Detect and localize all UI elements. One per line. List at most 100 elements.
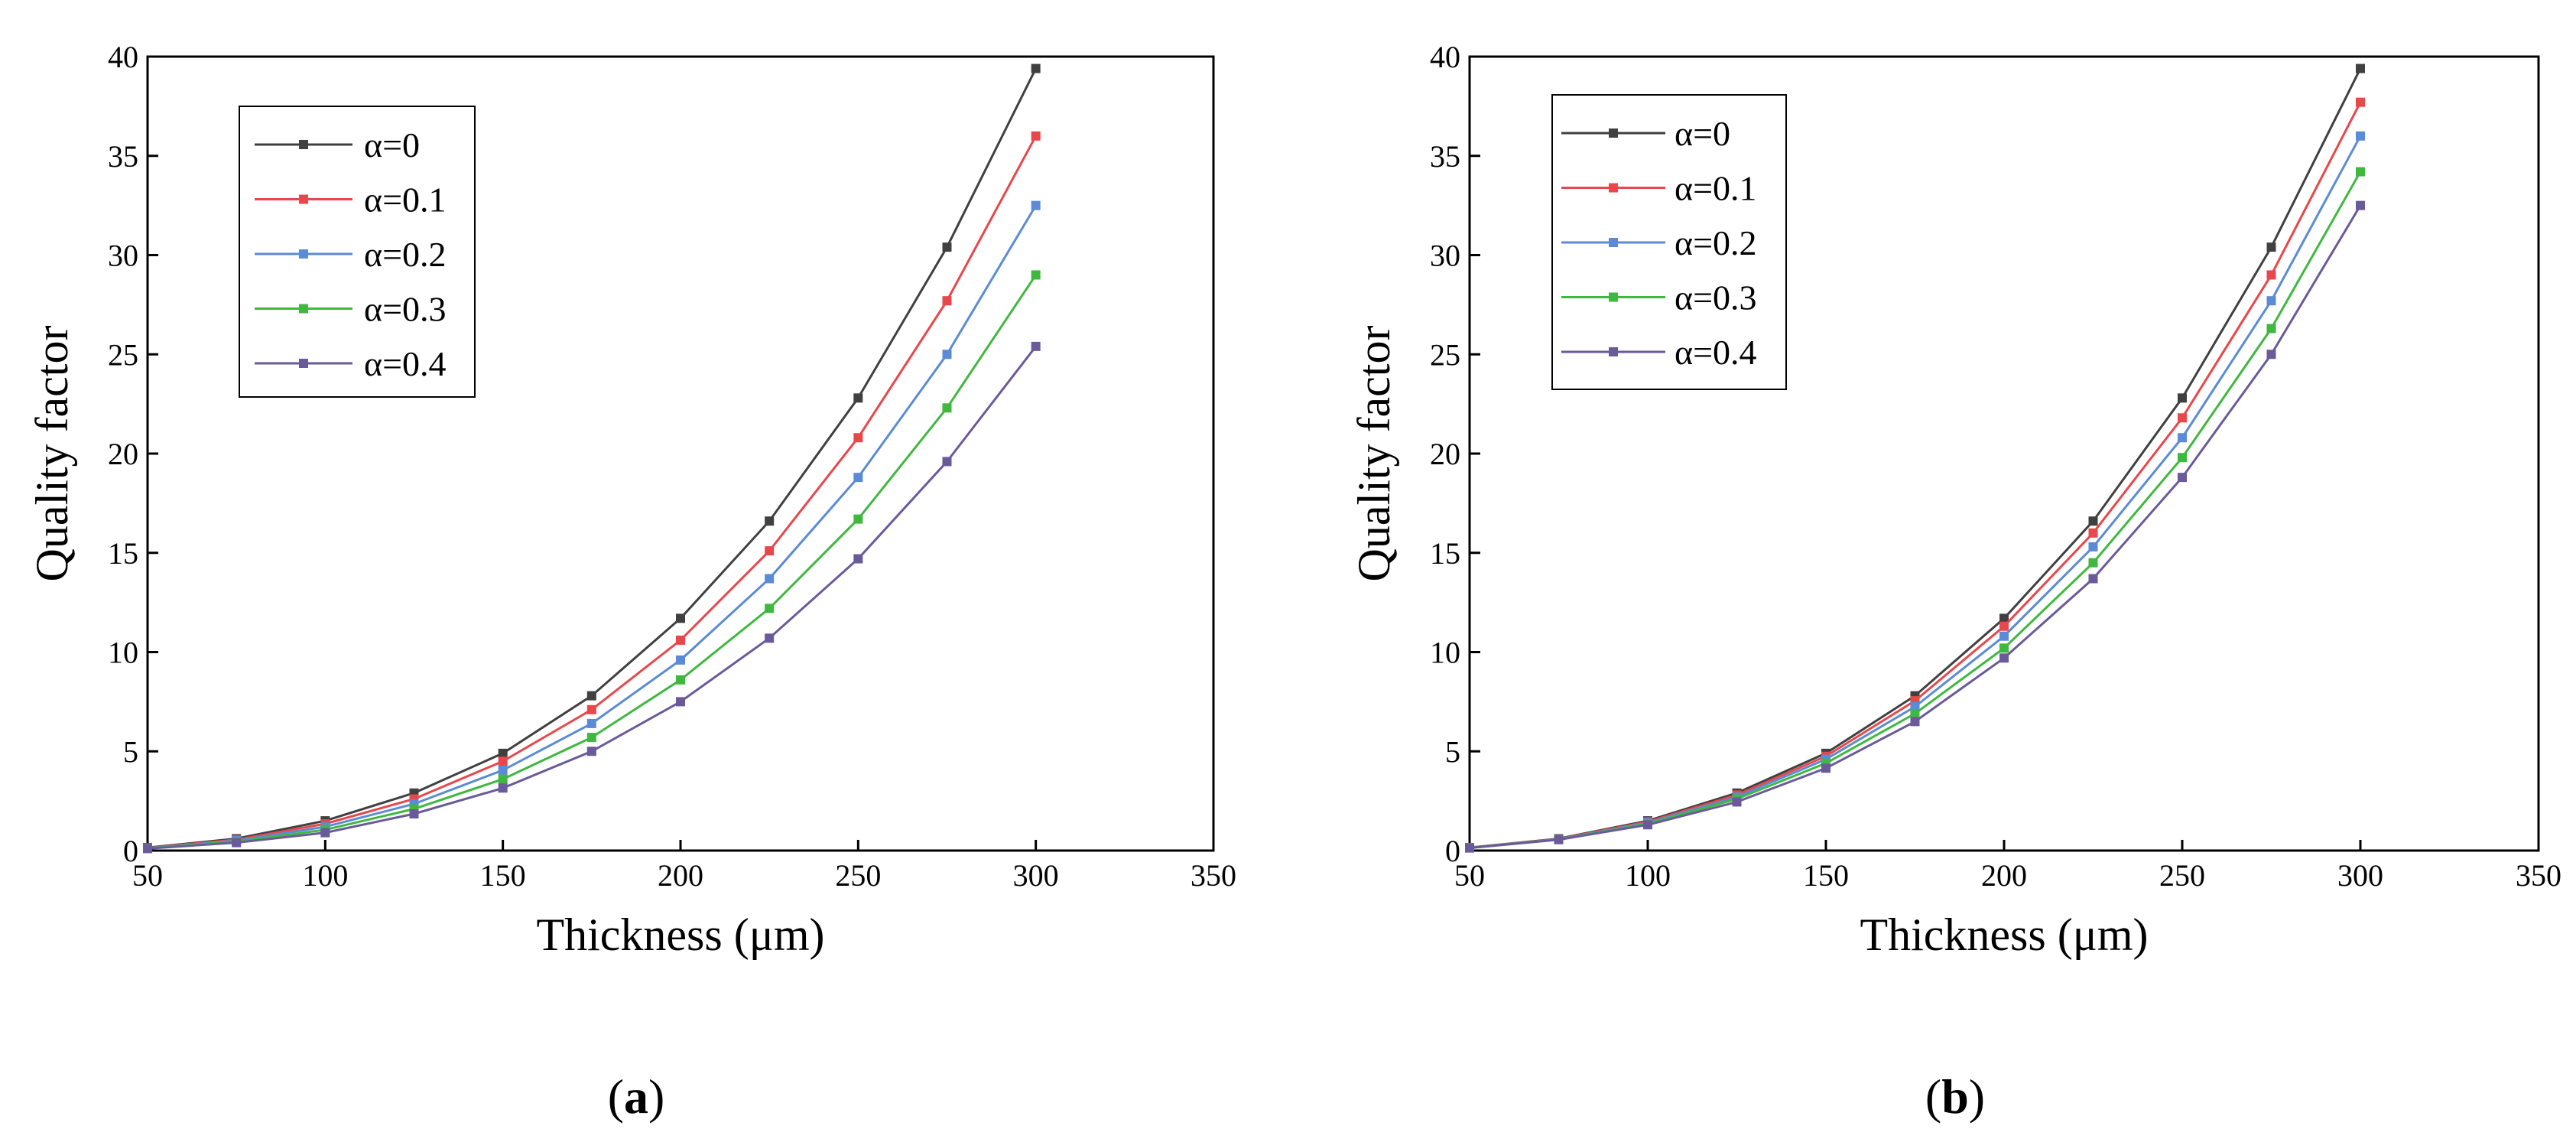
data-point bbox=[765, 574, 775, 584]
data-point bbox=[942, 403, 952, 413]
data-point bbox=[2088, 542, 2098, 551]
y-tick-label: 40 bbox=[108, 40, 138, 74]
data-point bbox=[765, 604, 775, 613]
x-tick-label: 350 bbox=[2516, 858, 2561, 893]
x-tick-label: 200 bbox=[658, 858, 703, 893]
data-point bbox=[2178, 453, 2187, 463]
data-point bbox=[586, 733, 596, 743]
legend-label: α=0.4 bbox=[1675, 333, 1757, 372]
x-tick-label: 300 bbox=[2337, 858, 2383, 893]
legend-label: α=0.4 bbox=[364, 344, 447, 383]
data-point bbox=[143, 844, 152, 854]
legend-swatch-marker bbox=[299, 304, 308, 314]
legend-swatch-marker bbox=[1609, 347, 1618, 356]
data-point bbox=[853, 554, 863, 564]
panel-label-close: ) bbox=[1969, 1069, 1985, 1124]
data-point bbox=[1732, 797, 1742, 807]
y-tick-label: 30 bbox=[1430, 239, 1460, 273]
y-tick-label: 0 bbox=[123, 834, 138, 868]
y-tick-label: 35 bbox=[108, 139, 138, 174]
data-point bbox=[2178, 393, 2187, 403]
x-tick-label: 50 bbox=[132, 858, 163, 893]
series-5 bbox=[143, 341, 1041, 854]
data-point bbox=[232, 838, 242, 848]
legend-box bbox=[239, 106, 476, 398]
data-point bbox=[498, 756, 508, 766]
data-point bbox=[765, 633, 775, 643]
data-point bbox=[2088, 558, 2098, 568]
data-point bbox=[676, 613, 685, 623]
data-point bbox=[2356, 131, 2365, 141]
legend-swatch-marker bbox=[299, 194, 308, 204]
legend: α=0 α=0.1 α=0.2 α=0.3 α=0.4 bbox=[239, 106, 476, 398]
legend-label: α=0 bbox=[1675, 114, 1730, 153]
data-point bbox=[676, 675, 685, 685]
data-point bbox=[1031, 341, 1041, 351]
legend-item: α=0 bbox=[255, 125, 420, 164]
y-tick-label: 5 bbox=[123, 734, 138, 769]
data-point bbox=[765, 546, 775, 556]
data-point bbox=[498, 774, 508, 784]
panel-label-letter: b bbox=[1941, 1069, 1969, 1124]
data-point bbox=[853, 514, 863, 524]
y-tick-label: 0 bbox=[1445, 834, 1460, 868]
series-5 bbox=[1465, 200, 2365, 853]
data-point bbox=[498, 765, 508, 775]
data-point bbox=[2088, 528, 2098, 538]
y-axis-label: Quality factor bbox=[27, 326, 77, 582]
data-point bbox=[942, 457, 952, 467]
y-tick-label: 30 bbox=[108, 239, 138, 273]
data-point bbox=[942, 242, 952, 252]
data-point bbox=[1910, 717, 1920, 727]
data-point bbox=[586, 718, 596, 728]
data-point bbox=[2088, 516, 2098, 526]
y-tick-label: 25 bbox=[1430, 337, 1460, 372]
data-point bbox=[1999, 643, 2009, 653]
data-point bbox=[1031, 270, 1041, 280]
data-point bbox=[2178, 433, 2187, 443]
y-tick-label: 25 bbox=[108, 337, 138, 372]
legend-swatch-marker bbox=[1609, 129, 1618, 138]
legend-label: α=0.2 bbox=[1675, 223, 1757, 262]
x-tick-label: 150 bbox=[1803, 858, 1849, 893]
legend-swatch-marker bbox=[1609, 183, 1618, 193]
y-tick-label: 15 bbox=[1430, 536, 1460, 571]
data-point bbox=[853, 473, 863, 483]
legend-swatch-marker bbox=[299, 249, 308, 259]
data-point bbox=[409, 809, 419, 818]
legend-label: α=0.3 bbox=[364, 290, 447, 329]
data-point bbox=[1910, 708, 1920, 718]
legend-item: α=0.1 bbox=[255, 181, 447, 220]
data-point bbox=[2356, 200, 2365, 210]
data-point bbox=[2178, 413, 2187, 423]
x-axis-label: Thickness (μm) bbox=[1860, 909, 2148, 960]
panel-label-open: ( bbox=[608, 1069, 624, 1124]
data-point bbox=[853, 433, 863, 443]
legend-item: α=0.4 bbox=[255, 344, 447, 383]
data-point bbox=[1999, 631, 2009, 641]
data-point bbox=[765, 516, 775, 526]
legend-swatch-marker bbox=[1609, 292, 1618, 302]
y-tick-label: 20 bbox=[1430, 437, 1460, 471]
data-point bbox=[2356, 97, 2365, 107]
legend-item: α=0.4 bbox=[1561, 333, 1757, 372]
legend-swatch-marker bbox=[299, 140, 308, 149]
data-point bbox=[676, 655, 685, 665]
data-point bbox=[853, 393, 863, 403]
legend-label: α=0.1 bbox=[1675, 169, 1757, 208]
data-point bbox=[2266, 350, 2276, 360]
legend-label: α=0 bbox=[364, 125, 420, 164]
legend-item: α=0 bbox=[1561, 114, 1730, 153]
data-point bbox=[1554, 835, 1564, 844]
legend-item: α=0.2 bbox=[1561, 223, 1757, 262]
data-point bbox=[1465, 843, 1474, 853]
data-point bbox=[498, 748, 508, 758]
x-tick-label: 350 bbox=[1191, 858, 1236, 893]
legend-swatch-marker bbox=[1609, 238, 1618, 247]
data-point bbox=[2356, 63, 2365, 73]
y-axis-label: Quality factor bbox=[1349, 326, 1399, 582]
data-point bbox=[2266, 324, 2276, 333]
panel-label-open: ( bbox=[1925, 1069, 1941, 1124]
legend-item: α=0.3 bbox=[1561, 278, 1757, 317]
